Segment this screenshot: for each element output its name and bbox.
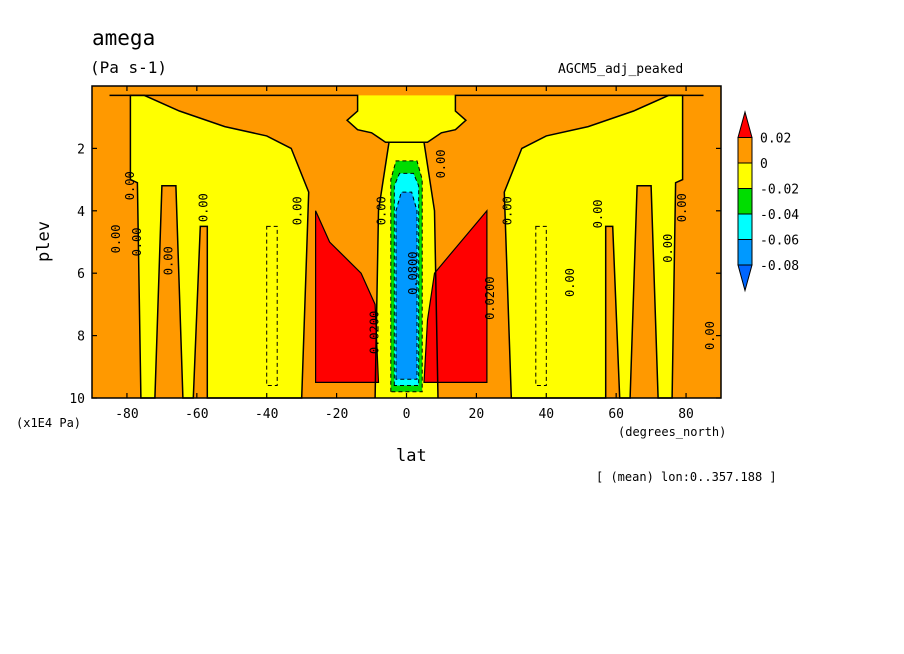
contour-label: 0.00: [703, 321, 717, 350]
y-axis: 2 4 6 8 10: [69, 142, 721, 407]
contour-label: 0.00: [123, 171, 137, 200]
colorbar-swatch: [737, 239, 753, 266]
band-red-south: [315, 210, 379, 383]
colorbar-swatch: [737, 162, 753, 189]
x-tick-label: -40: [255, 407, 278, 422]
chart-units: (Pa s-1): [90, 58, 168, 77]
x-tick-label: -20: [325, 407, 348, 422]
band-yellow-upper: [109, 95, 704, 143]
contour-label: 0.00: [196, 193, 210, 222]
contour-label: 0.00: [291, 196, 305, 225]
x-tick-label: 0: [403, 407, 411, 422]
colorbar-label: -0.02: [760, 183, 799, 198]
band-blue-core: [396, 192, 417, 380]
colorbar-label: 0: [760, 157, 768, 172]
y-tick-label: 6: [77, 267, 85, 282]
colorbar-label: -0.08: [760, 259, 799, 274]
band-yellow-midlat-north: [504, 95, 683, 399]
y-axis-scale-note: (x1E4 Pa): [16, 416, 82, 430]
x-axis: -80 -60 -40 -20 0 20 40 60 80: [115, 86, 694, 422]
colorbar-label: 0.02: [760, 132, 791, 147]
contour-line-zero-equator: [374, 141, 439, 399]
chart-title: amega: [92, 26, 156, 50]
band-red-north: [424, 210, 487, 383]
experiment-label: AGCM5_adj_peaked: [558, 62, 684, 77]
contour-label: 0.00: [434, 150, 448, 179]
x-tick-label: 60: [608, 407, 624, 422]
contour-label: 0.0800: [406, 252, 420, 295]
contour-line-neg-south: [266, 225, 278, 386]
contour-label: 0.00: [675, 193, 689, 222]
y-tick-label: 2: [77, 142, 85, 157]
x-axis-units: (degrees_north): [618, 425, 727, 439]
colorbar-swatch: [737, 213, 753, 240]
band-yellow-midlat-south: [130, 95, 309, 399]
contour-label: 0.0200: [367, 311, 381, 354]
contour-line-neg-green: [390, 160, 423, 393]
contour-label: 0.00: [661, 234, 675, 263]
colorbar-label: -0.06: [760, 234, 799, 249]
contour-label: 0.00: [591, 199, 605, 228]
mean-note: [ (mean) lon:0..357.188 ]: [596, 470, 777, 484]
x-tick-label: 20: [469, 407, 485, 422]
contour-line-neg-north: [535, 225, 547, 386]
contour-line-pos-south: [315, 210, 380, 383]
colorbar-swatch: [737, 188, 753, 215]
contour-line-neg-blue: [395, 191, 418, 380]
colorbar-swatch-top: [737, 110, 753, 138]
x-tick-label: -80: [115, 407, 138, 422]
colorbar: 0.02 0 -0.02 -0.04 -0.06 -0.08: [737, 110, 799, 293]
x-tick-label: -60: [185, 407, 208, 422]
colorbar-label: -0.04: [760, 208, 799, 223]
contour-labels: 0.000.000.000.000.00 0.00 0.000.000.000.00…: [109, 150, 717, 355]
contour-label: 0.00: [130, 228, 144, 257]
x-tick-label: 80: [678, 407, 694, 422]
x-axis-label: lat: [396, 446, 427, 466]
contour-line-neg-cyan: [393, 172, 420, 386]
contour-line-pos-north: [423, 209, 488, 383]
contour-label: 0.00: [161, 246, 175, 275]
contour-label: 0.00: [563, 268, 577, 297]
y-tick-label: 4: [77, 205, 85, 220]
y-tick-label: 8: [77, 330, 85, 345]
colorbar-swatch: [737, 137, 753, 164]
y-tick-label: 10: [69, 392, 85, 407]
contour-label: 0.0200: [483, 277, 497, 320]
contour-fill: [92, 86, 721, 399]
x-tick-label: 40: [538, 407, 554, 422]
contour-label: 0.00: [500, 196, 514, 225]
contour-label: 0.00: [109, 224, 123, 253]
contour-label: 0.00: [375, 196, 389, 225]
colorbar-swatch-bottom: [737, 264, 753, 293]
